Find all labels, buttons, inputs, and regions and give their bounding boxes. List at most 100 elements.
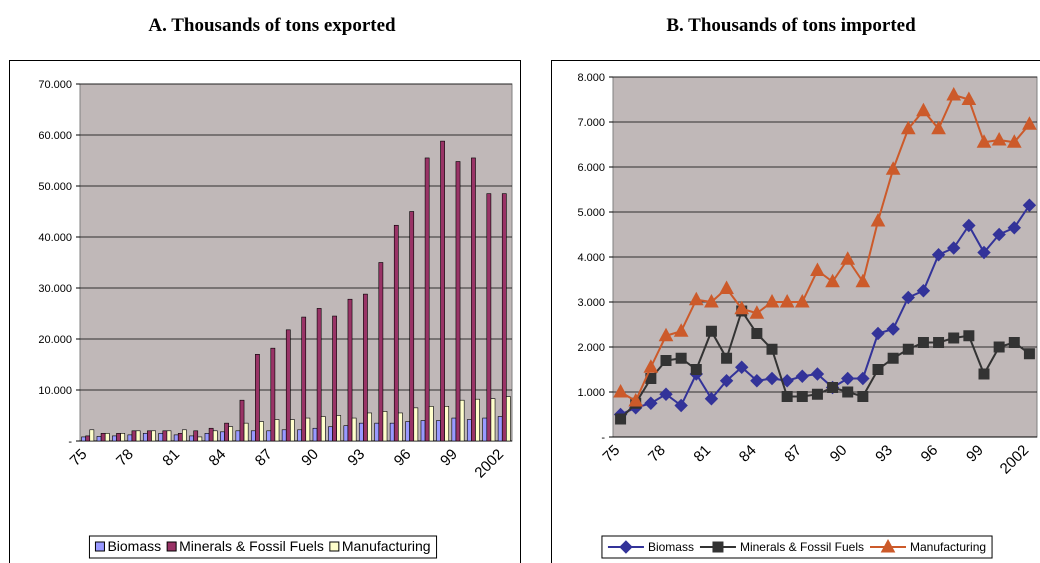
marker — [885, 161, 901, 175]
bar — [182, 429, 187, 442]
legend-label: Minerals & Fossil Fuels — [179, 538, 324, 554]
bar — [444, 406, 450, 442]
marker — [794, 293, 810, 308]
marker — [781, 391, 793, 402]
bar — [96, 436, 102, 442]
bar — [266, 430, 272, 442]
marker — [734, 300, 750, 315]
bar — [413, 407, 419, 442]
marker — [916, 102, 931, 117]
marker — [931, 120, 946, 135]
bar — [147, 430, 152, 442]
marker — [795, 369, 809, 383]
bar — [343, 425, 349, 442]
bar — [173, 434, 179, 442]
bar — [451, 417, 457, 442]
bar — [274, 419, 280, 442]
marker — [712, 541, 724, 553]
y-tick-label: 1.000 — [577, 387, 605, 399]
marker — [825, 273, 840, 288]
marker — [872, 364, 884, 375]
marker — [946, 86, 962, 101]
marker — [962, 218, 976, 233]
y-tick-label: 70.000 — [38, 79, 72, 91]
marker — [931, 248, 946, 262]
marker — [856, 371, 870, 386]
legend-label: Biomass — [107, 538, 161, 554]
bar — [420, 420, 426, 442]
bar — [455, 161, 461, 442]
marker — [719, 280, 734, 294]
bar — [312, 427, 318, 442]
bar — [486, 193, 492, 442]
legend-swatch — [166, 541, 177, 552]
marker — [613, 383, 628, 398]
y-tick-label: 3.000 — [577, 297, 605, 309]
bar — [158, 433, 164, 442]
bar — [378, 262, 384, 442]
bar — [235, 430, 241, 442]
marker — [978, 368, 990, 380]
legend-label: Manufacturing — [342, 538, 431, 554]
bar — [220, 431, 225, 442]
marker — [993, 341, 1005, 353]
marker — [855, 273, 871, 288]
marker — [977, 245, 991, 260]
bar — [405, 421, 410, 442]
bar — [363, 293, 368, 442]
bar — [116, 433, 121, 442]
marker — [705, 325, 717, 337]
marker — [719, 374, 734, 388]
bar — [281, 429, 287, 442]
bar — [328, 426, 333, 442]
bar — [89, 429, 95, 442]
marker — [948, 332, 960, 344]
marker — [1006, 134, 1022, 148]
bar — [290, 419, 295, 442]
bar — [367, 412, 372, 442]
marker — [779, 293, 795, 308]
marker — [827, 382, 839, 393]
legend-swatch — [329, 541, 340, 552]
bar — [497, 416, 503, 442]
bar — [332, 315, 337, 442]
marker — [688, 291, 704, 306]
marker — [902, 343, 914, 355]
y-tick-label: 10.000 — [38, 385, 72, 397]
marker — [811, 388, 823, 400]
legend: Biomass Minerals & Fossil Fuels Manufactur… — [601, 535, 993, 559]
bar — [301, 316, 307, 442]
line — [620, 204, 1031, 416]
marker — [751, 328, 763, 339]
marker — [749, 305, 765, 319]
marker — [947, 241, 961, 255]
marker — [658, 327, 674, 342]
marker — [841, 371, 855, 386]
bar — [81, 436, 86, 442]
marker — [1022, 116, 1037, 130]
marker — [615, 413, 627, 425]
bar — [466, 419, 472, 442]
bar — [189, 435, 194, 442]
bar — [409, 211, 415, 442]
marker — [619, 540, 633, 554]
bar — [239, 399, 245, 442]
marker — [900, 120, 916, 135]
marker — [810, 367, 825, 381]
bar — [250, 430, 256, 442]
line — [620, 93, 1031, 403]
bar — [398, 412, 403, 442]
marker — [673, 323, 689, 337]
bar — [193, 430, 199, 442]
y-tick-label: - — [68, 436, 72, 448]
bar — [270, 347, 276, 442]
chart-title: B. Thousands of tons imported — [666, 15, 916, 36]
marker — [750, 374, 764, 388]
bar — [440, 140, 445, 442]
marker — [916, 284, 931, 298]
y-tick-label: 40.000 — [38, 232, 72, 244]
marker — [764, 293, 780, 308]
marker — [963, 330, 975, 342]
bar — [320, 416, 326, 442]
y-tick-label: 6.000 — [577, 162, 605, 174]
